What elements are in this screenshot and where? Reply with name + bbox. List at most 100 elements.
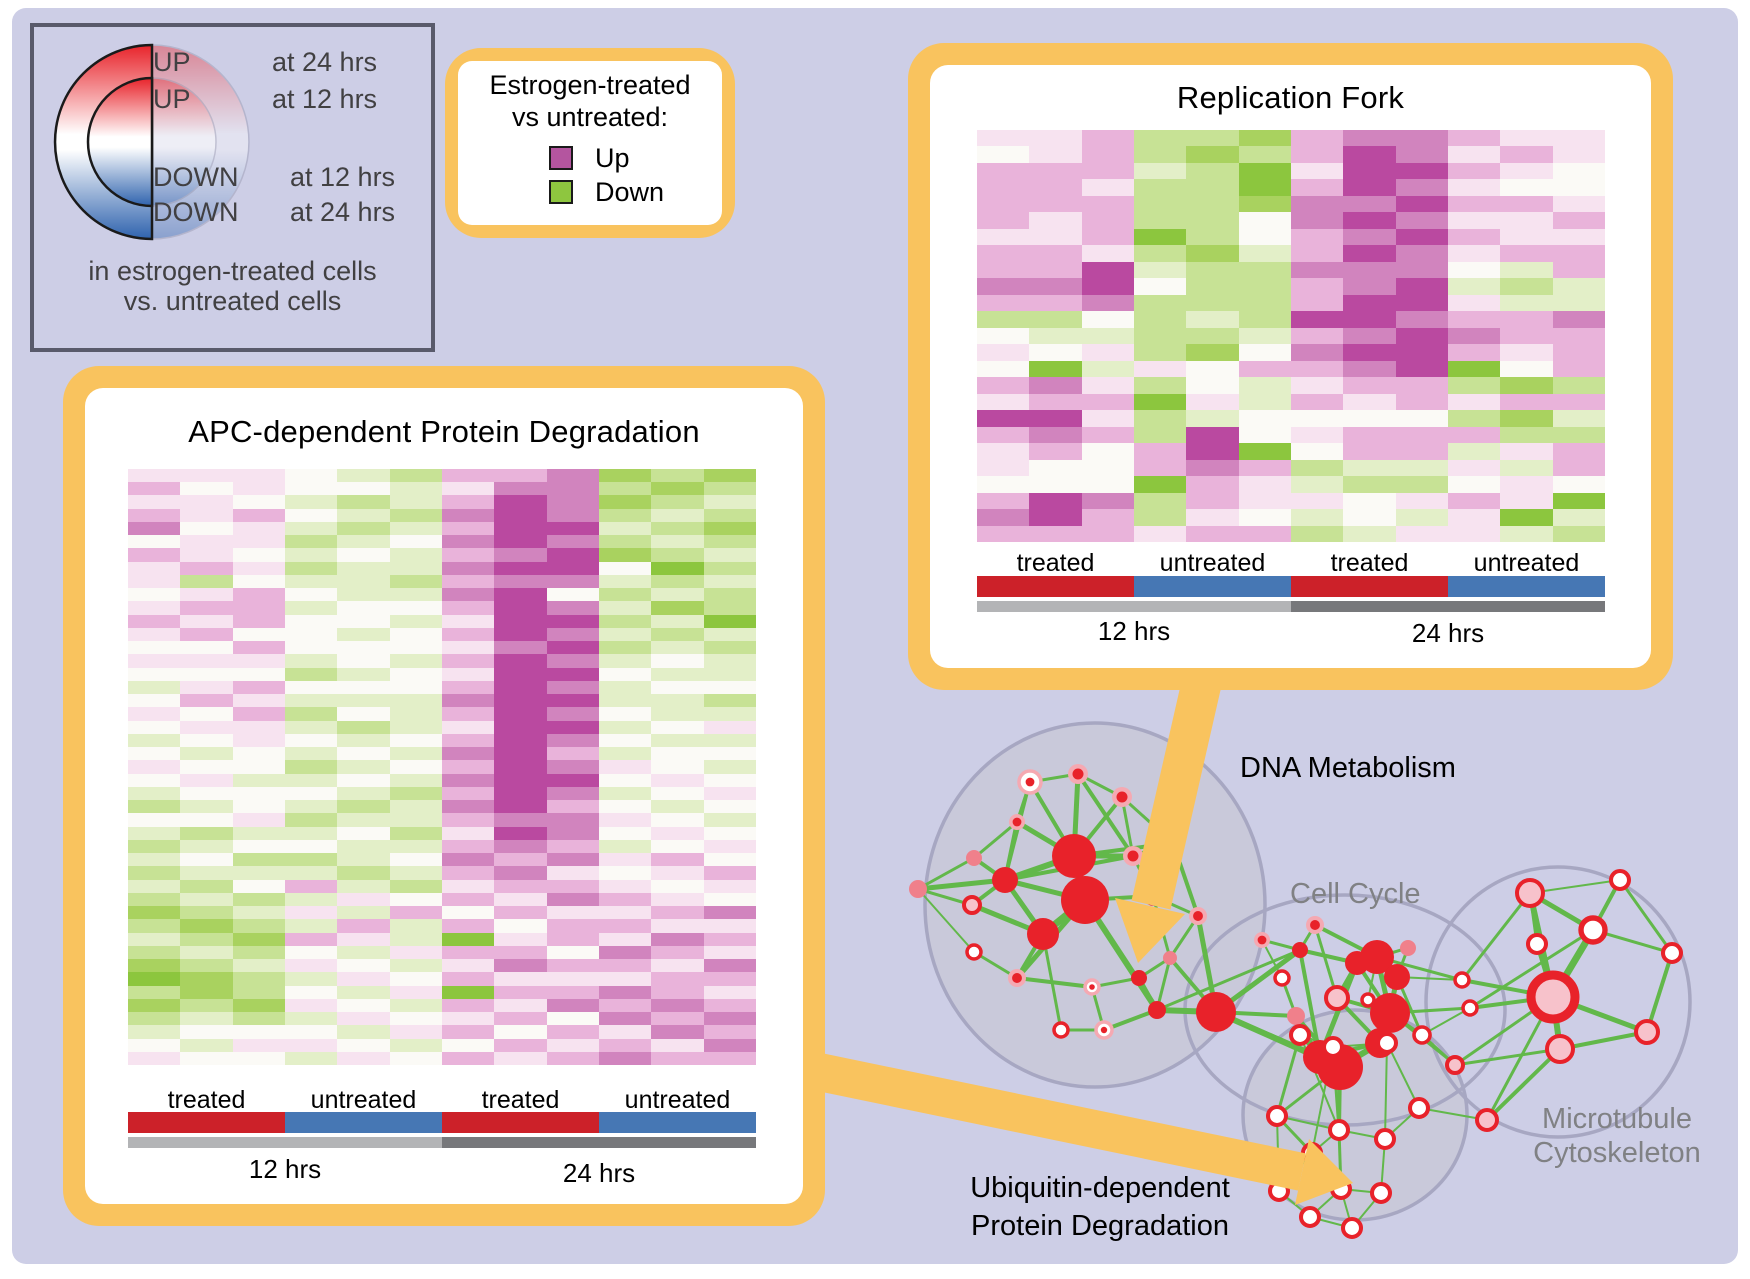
heat-cell (389, 614, 442, 628)
heat-cell (389, 680, 442, 695)
heat-cell (284, 813, 338, 827)
heat-cell (441, 1012, 495, 1026)
heat-cell (180, 667, 233, 681)
heat-cell (128, 469, 181, 483)
heat-cell (128, 972, 181, 986)
network-edge (1529, 879, 1621, 894)
heat-cell (651, 561, 704, 575)
heat-cell (1081, 130, 1134, 147)
heat-cell (1447, 344, 1501, 361)
heat-cell (232, 919, 285, 933)
heat-cell (598, 720, 652, 734)
heat-cell (703, 998, 756, 1013)
heat-cell (284, 1012, 338, 1026)
heat-cell (494, 614, 547, 628)
heat-cell (1186, 360, 1239, 378)
heat-cell (1238, 162, 1291, 180)
heat-cell (977, 327, 1030, 345)
heat-cell (284, 998, 338, 1013)
heat-cell (651, 839, 704, 854)
node-halo-core (1127, 850, 1139, 862)
heat-cell (1029, 245, 1082, 262)
heat-cell (232, 985, 285, 999)
heat-cell (284, 906, 338, 920)
heat-cell (180, 773, 233, 787)
heat-cell (703, 945, 756, 960)
heat-cell (977, 492, 1030, 510)
heat-cell (598, 574, 652, 589)
heat-cell (1029, 525, 1082, 542)
heat-cell (1186, 212, 1239, 229)
heat-cell (441, 1051, 495, 1065)
heat-cell (1133, 212, 1187, 229)
heat-cell (1081, 410, 1134, 427)
heat-cell (441, 574, 495, 589)
heat-cell (546, 535, 599, 549)
heat-cell (441, 985, 495, 999)
heat-cell (1447, 393, 1501, 411)
heat-cell (389, 482, 442, 496)
heat-cell (1395, 360, 1448, 378)
heat-cell (598, 561, 652, 575)
heat-cell (1081, 311, 1134, 328)
heat-cell (1290, 492, 1344, 510)
heat-cell (1186, 492, 1239, 510)
heat-cell (703, 853, 756, 867)
network-edge (1275, 1034, 1302, 1117)
heat-cell (389, 601, 442, 615)
heat-cell (337, 482, 390, 496)
heat-cell (598, 1025, 652, 1039)
heat-cell (1133, 261, 1187, 279)
heat-cell (1500, 344, 1553, 361)
heat-cell (546, 879, 599, 893)
heat-cell (337, 786, 390, 801)
heat-cell (1343, 130, 1396, 147)
heat-cell (441, 614, 495, 628)
heat-cell (284, 959, 338, 973)
node-ring-pink (962, 895, 982, 915)
heat-cell (651, 972, 704, 986)
node-solid (1370, 993, 1410, 1033)
heat-cell (1500, 360, 1553, 378)
heat-cell (128, 826, 181, 840)
heat-cell (232, 1038, 285, 1052)
heat-cell (1343, 410, 1396, 427)
heat-cell (128, 853, 181, 867)
heat-cell (128, 535, 181, 549)
heat-cell (1447, 179, 1501, 196)
heat-cell (1395, 377, 1448, 394)
heat-cell (180, 786, 233, 801)
heat-cell (232, 627, 285, 642)
heat-cell (977, 179, 1030, 196)
heat-cell (389, 588, 442, 602)
heat-cell (1395, 426, 1448, 444)
heat-cell (546, 919, 599, 933)
heat-cell (703, 919, 756, 933)
heat-cell (232, 972, 285, 986)
rf-treated-bar-24 (1291, 576, 1448, 597)
heat-cell (441, 998, 495, 1013)
heat-cell (651, 469, 704, 483)
heat-cell (1447, 146, 1501, 163)
heat-cell (1447, 162, 1501, 180)
heat-cell (598, 521, 652, 536)
network-edge (1298, 949, 1322, 1058)
heat-cell (1552, 476, 1605, 493)
heat-cell (284, 733, 338, 748)
heat-cell (389, 1038, 442, 1052)
heat-cell (180, 680, 233, 695)
heat-cell (337, 627, 390, 642)
heat-cell (546, 853, 599, 867)
heat-cell (1447, 261, 1501, 279)
heat-cell (1186, 426, 1239, 444)
heat-cell (232, 614, 285, 628)
heat-cell (1081, 393, 1134, 411)
heat-cell (1500, 393, 1553, 411)
heat-cell (494, 548, 547, 562)
heat-cell (703, 654, 756, 668)
heat-cell (180, 985, 233, 999)
heat-cell (1343, 459, 1396, 477)
heat-cell (1133, 294, 1187, 312)
estrogen-legend-box (445, 48, 735, 238)
